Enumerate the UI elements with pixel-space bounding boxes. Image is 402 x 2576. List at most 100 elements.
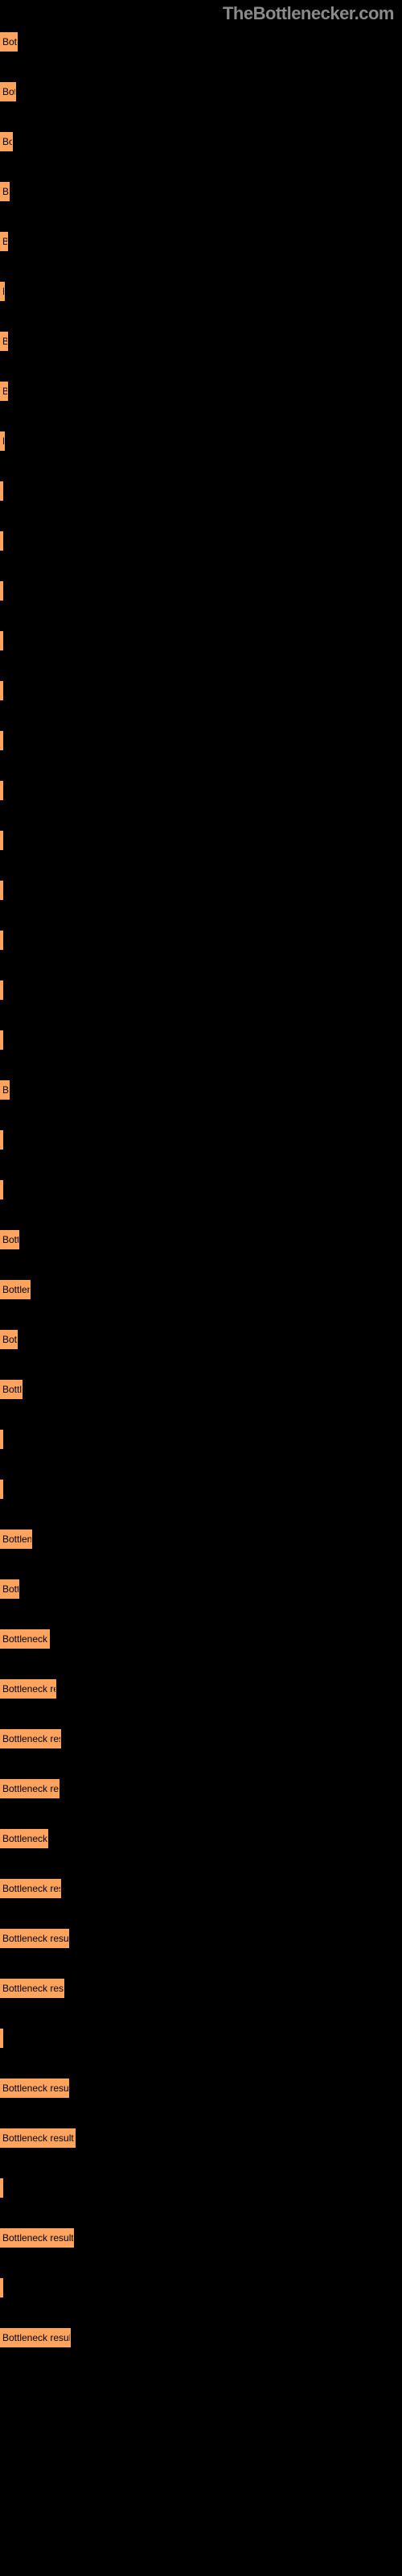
bar-row: Bottleneck result xyxy=(0,881,402,900)
bar-row: Bottleneck result xyxy=(0,1230,402,1249)
bar-rect: Bottleneck result xyxy=(0,1579,19,1599)
bar-rect: Bottleneck result xyxy=(0,1679,56,1699)
bar-label: Bottleneck result xyxy=(2,1034,3,1046)
bar-label: Bottleneck result xyxy=(2,685,3,696)
bar-label: Bottleneck result xyxy=(2,1583,19,1595)
bar-rect: Bottleneck result xyxy=(0,831,3,850)
bar-label: Bottleneck result xyxy=(2,735,3,746)
bar-label: Bottleneck result xyxy=(2,1334,18,1345)
bar-label: Bottleneck result xyxy=(2,2232,74,2244)
bar-row: Bottleneck result xyxy=(0,2228,402,2248)
bar-row: Bottleneck result xyxy=(0,2128,402,2148)
bar-rect: Bottleneck result xyxy=(0,1629,50,1649)
bar-rect: Bottleneck result xyxy=(0,781,3,800)
bar-row: Bottleneck result xyxy=(0,382,402,401)
bar-rect: Bottleneck result xyxy=(0,1879,61,1898)
bar-label: Bottleneck result xyxy=(2,1933,69,1944)
bar-row: Bottleneck result xyxy=(0,1879,402,1898)
bar-row: Bottleneck result xyxy=(0,731,402,750)
bar-rect: Bottleneck result xyxy=(0,282,5,301)
bar-label: Bottleneck result xyxy=(2,1683,56,1695)
bar-label: Bottleneck result xyxy=(2,286,5,297)
bar-rect: Bottleneck result xyxy=(0,881,3,900)
bar-row: Bottleneck result xyxy=(0,531,402,551)
bar-rect: Bottleneck result xyxy=(0,2328,71,2347)
bar-label: Bottleneck result xyxy=(2,585,3,597)
bar-label: Bottleneck result xyxy=(2,1184,3,1195)
bar-label: Bottleneck result xyxy=(2,436,5,447)
bar-row: Bottleneck result xyxy=(0,82,402,101)
bar-rect: Bottleneck result xyxy=(0,232,8,251)
bar-row: Bottleneck result xyxy=(0,1779,402,1798)
bar-label: Bottleneck result xyxy=(2,635,3,646)
bar-label: Bottleneck result xyxy=(2,1084,10,1096)
bar-rect: Bottleneck result xyxy=(0,531,3,551)
bar-rect: Bottleneck result xyxy=(0,1180,3,1199)
bar-rect: Bottleneck result xyxy=(0,1829,48,1848)
bar-label: Bottleneck result xyxy=(2,86,16,97)
bar-row: Bottleneck result xyxy=(0,931,402,950)
bar-row: Bottleneck result xyxy=(0,132,402,151)
bar-row: Bottleneck result xyxy=(0,1030,402,1050)
bar-rect: Bottleneck result xyxy=(0,2079,69,2098)
bar-label: Bottleneck result xyxy=(2,1234,19,1245)
bar-rect: Bottleneck result xyxy=(0,1130,3,1150)
bar-label: Bottleneck result xyxy=(2,1434,3,1445)
bar-row: Bottleneck result xyxy=(0,2029,402,2048)
bar-rect: Bottleneck result xyxy=(0,581,3,601)
bar-rect: Bottleneck result xyxy=(0,1779,59,1798)
bar-row: Bottleneck result xyxy=(0,1679,402,1699)
bar-row: Bottleneck result xyxy=(0,2328,402,2347)
bar-rect: Bottleneck result xyxy=(0,2128,76,2148)
bar-chart-area: Bottleneck result Bottleneck result Bottle… xyxy=(0,32,402,2378)
bar-rect: Bottleneck result xyxy=(0,2029,3,2048)
bar-rect: Bottleneck result xyxy=(0,182,10,201)
bar-row: Bottleneck result xyxy=(0,1829,402,1848)
bar-row: Bottleneck result xyxy=(0,1579,402,1599)
bar-label: Bottleneck result xyxy=(2,2182,3,2194)
bar-row: Bottleneck result xyxy=(0,1929,402,1948)
bar-label: Bottleneck result xyxy=(2,535,3,547)
bar-row: Bottleneck result xyxy=(0,980,402,1000)
bar-row: Bottleneck result xyxy=(0,332,402,351)
bar-row: Bottleneck result xyxy=(0,431,402,451)
bar-label: Bottleneck result xyxy=(2,336,8,347)
bar-row: Bottleneck result xyxy=(0,232,402,251)
bar-label: Bottleneck result xyxy=(2,36,18,47)
bar-row: Bottleneck result xyxy=(0,282,402,301)
page-root: TheBottlenecker.com Bottleneck resultBot… xyxy=(0,0,402,2576)
bar-row: Bottleneck result xyxy=(0,831,402,850)
bar-label: Bottleneck result xyxy=(2,2132,74,2144)
bar-label: Bottleneck result xyxy=(2,1284,31,1295)
bar-label: Bottleneck result xyxy=(2,2033,3,2044)
bar-row: Bottleneck result xyxy=(0,1530,402,1549)
bar-label: Bottleneck result xyxy=(2,1733,61,1744)
bar-label: Bottleneck result xyxy=(2,2282,3,2293)
bar-label: Bottleneck result xyxy=(2,136,13,147)
bar-row: Bottleneck result xyxy=(0,1380,402,1399)
bar-label: Bottleneck result xyxy=(2,236,8,247)
bar-rect: Bottleneck result xyxy=(0,980,3,1000)
bar-label: Bottleneck result xyxy=(2,1833,48,1844)
bar-row: Bottleneck result xyxy=(0,1280,402,1299)
bar-label: Bottleneck result xyxy=(2,485,3,497)
bar-row: Bottleneck result xyxy=(0,1729,402,1748)
bar-row: Bottleneck result xyxy=(0,1130,402,1150)
bar-rect: Bottleneck result xyxy=(0,1530,32,1549)
bar-label: Bottleneck result xyxy=(2,1134,3,1146)
bar-label: Bottleneck result xyxy=(2,1534,32,1545)
bar-row: Bottleneck result xyxy=(0,1979,402,1998)
bar-row: Bottleneck result xyxy=(0,2178,402,2198)
bar-label: Bottleneck result xyxy=(2,985,3,996)
bar-row: Bottleneck result xyxy=(0,32,402,52)
bar-row: Bottleneck result xyxy=(0,182,402,201)
bar-label: Bottleneck result xyxy=(2,386,8,397)
bar-rect: Bottleneck result xyxy=(0,1929,69,1948)
bar-label: Bottleneck result xyxy=(2,835,3,846)
bar-rect: Bottleneck result xyxy=(0,1330,18,1349)
bar-rect: Bottleneck result xyxy=(0,332,8,351)
bar-rect: Bottleneck result xyxy=(0,382,8,401)
bar-rect: Bottleneck result xyxy=(0,1729,61,1748)
bar-rect: Bottleneck result xyxy=(0,2228,74,2248)
bar-rect: Bottleneck result xyxy=(0,681,3,700)
